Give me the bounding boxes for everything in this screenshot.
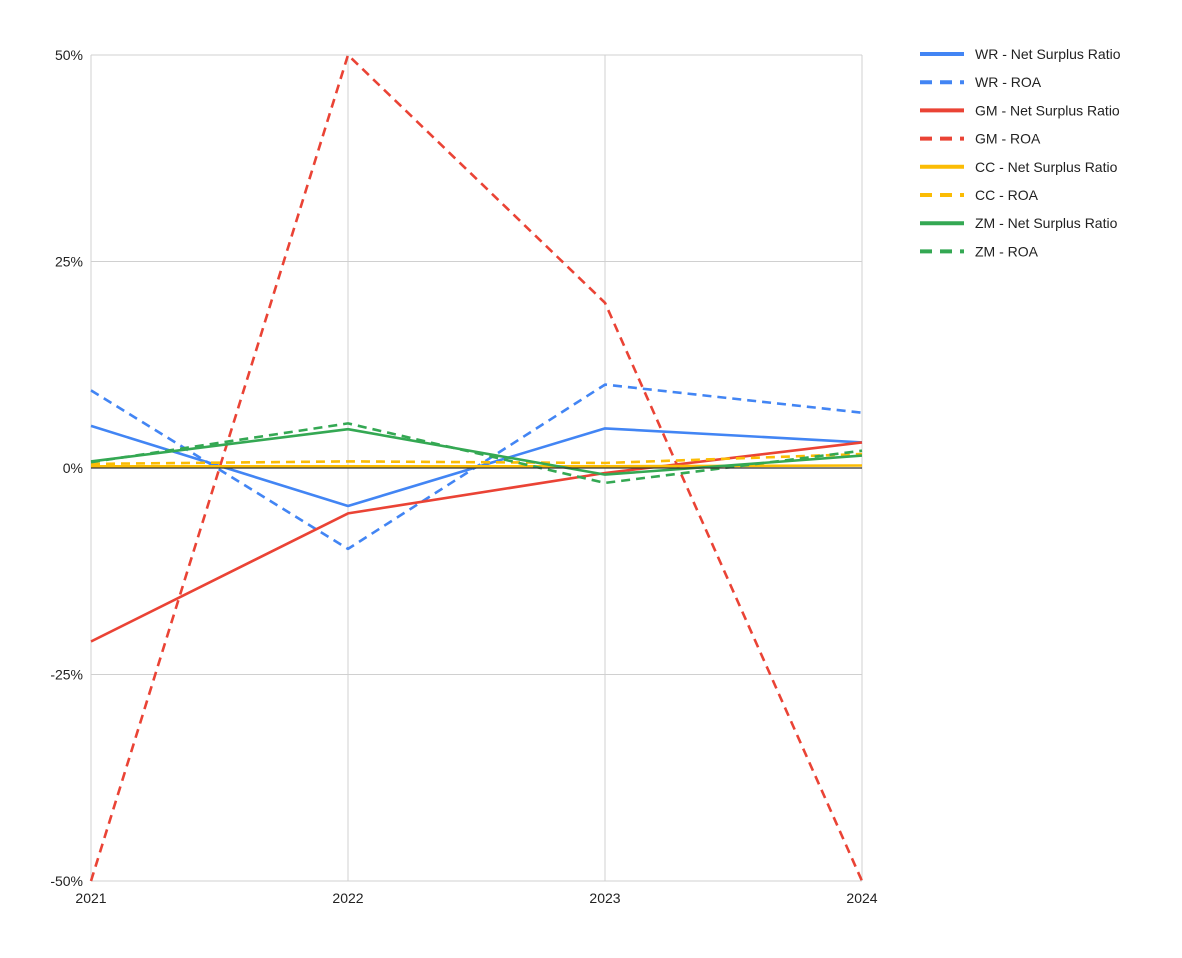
- y-tick-label: 50%: [55, 47, 83, 63]
- legend-item-gm-net-surplus-ratio: GM - Net Surplus Ratio: [920, 102, 1120, 118]
- legend-item-wr-net-surplus-ratio: WR - Net Surplus Ratio: [920, 46, 1121, 62]
- y-tick-label: -50%: [50, 873, 83, 889]
- x-tick-label: 2023: [589, 890, 620, 906]
- legend-item-cc-net-surplus-ratio: CC - Net Surplus Ratio: [920, 159, 1118, 175]
- legend: WR - Net Surplus Ratio WR - ROA GM - Net S…: [920, 46, 1121, 259]
- x-tick-label: 2024: [846, 890, 877, 906]
- x-tick-label: 2022: [332, 890, 363, 906]
- legend-label: WR - ROA: [975, 74, 1042, 90]
- series-line-gm-roa: [89, 53, 864, 882]
- legend-label: ZM - ROA: [975, 243, 1039, 259]
- series-lines: [89, 53, 864, 882]
- legend-label: ZM - Net Surplus Ratio: [975, 215, 1118, 231]
- legend-item-zm-roa: ZM - ROA: [920, 243, 1039, 259]
- legend-item-zm-net-surplus-ratio: ZM - Net Surplus Ratio: [920, 215, 1118, 231]
- axes: 50% 25% 0% -25% -50%2021 2022 2023 2024: [50, 47, 877, 906]
- x-tick-label: 2021: [75, 890, 106, 906]
- legend-item-wr-roa: WR - ROA: [920, 74, 1042, 90]
- series-line-gm-net-surplus-ratio: [90, 441, 863, 643]
- legend-label: GM - ROA: [975, 131, 1041, 147]
- y-tick-label: -25%: [50, 667, 83, 683]
- legend-item-gm-roa: GM - ROA: [920, 131, 1041, 147]
- legend-label: CC - ROA: [975, 187, 1039, 203]
- legend-item-cc-roa: CC - ROA: [920, 187, 1039, 203]
- series-line-zm-roa: [90, 422, 863, 485]
- y-tick-label: 0%: [63, 460, 83, 476]
- series-line-cc-roa: [90, 452, 863, 466]
- legend-label: GM - Net Surplus Ratio: [975, 102, 1120, 118]
- legend-label: WR - Net Surplus Ratio: [975, 46, 1121, 62]
- legend-label: CC - Net Surplus Ratio: [975, 159, 1118, 175]
- y-tick-label: 25%: [55, 254, 83, 270]
